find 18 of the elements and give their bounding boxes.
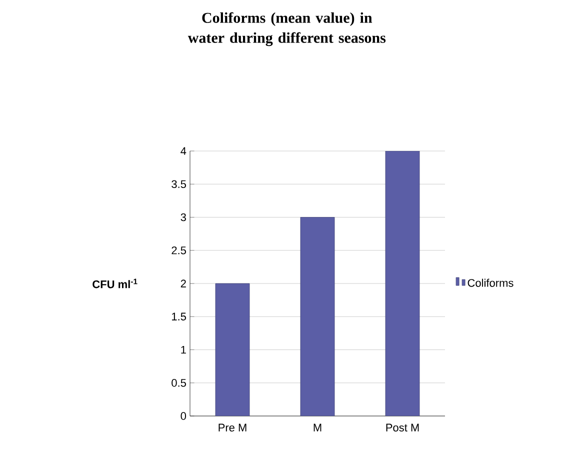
y-tick-label: 2.5 <box>172 246 186 254</box>
bar <box>300 217 335 416</box>
y-tick-label: 1 <box>181 346 186 354</box>
y-tick-label: 3 <box>180 213 186 222</box>
chart-title: Coliforms (mean value) in water during different seasons <box>188 12 386 46</box>
y-tick-label: 0.5 <box>172 378 186 387</box>
y-axis-title: CFU ml$^{-1}$ <box>92 278 138 288</box>
x-tick-label: Pre M <box>218 424 246 432</box>
x-tick-label: Post M <box>386 424 419 432</box>
y-tick-label: 1.5 <box>172 312 186 320</box>
bar <box>215 283 250 416</box>
y-tick-label: 3.5 <box>172 180 186 188</box>
y-tick-label: 4 <box>180 147 186 155</box>
y-tick-label: 0 <box>180 412 186 420</box>
y-tick-label: 2 <box>180 280 186 288</box>
legend-label: Coliforms <box>468 278 514 287</box>
bar <box>385 151 420 416</box>
x-tick-label: M <box>314 424 322 432</box>
